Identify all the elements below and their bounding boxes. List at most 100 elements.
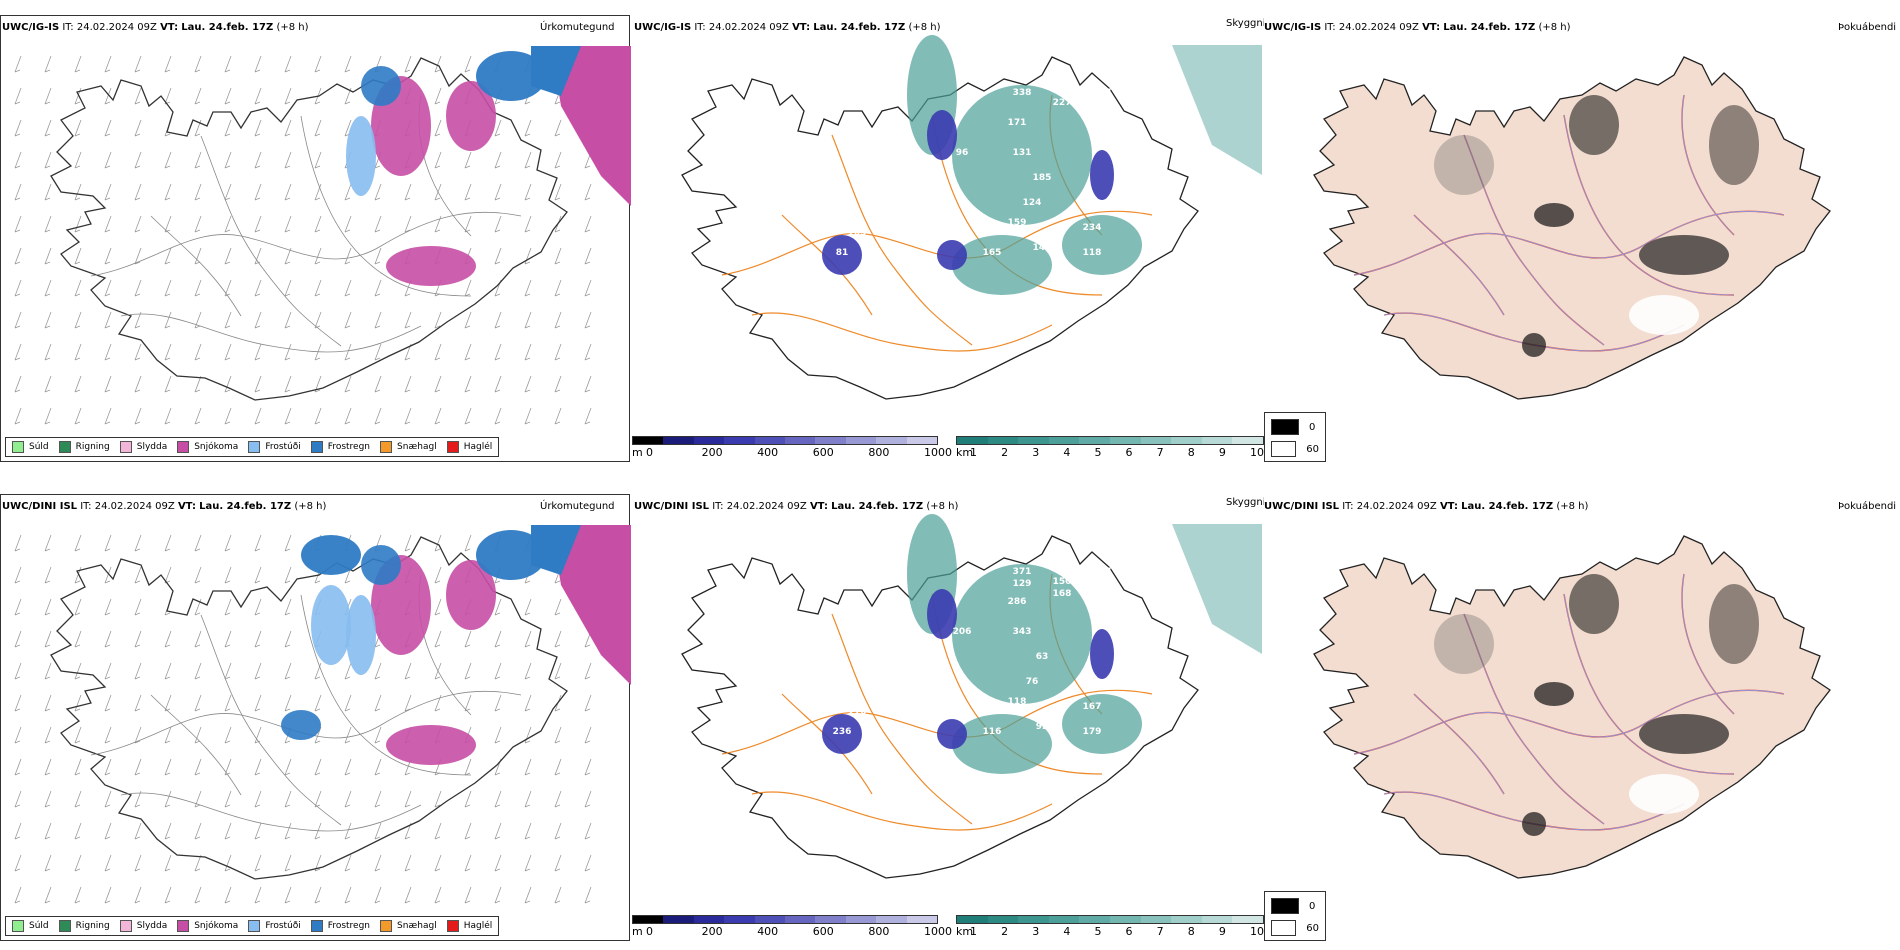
wind-barb [464, 407, 472, 425]
freezing-drizzle-area [346, 116, 376, 196]
legend-label: Rigning [75, 442, 110, 452]
wind-barb [584, 886, 592, 904]
wind-barb [284, 55, 292, 73]
wind-barb [14, 133, 21, 137]
cloud-base-label: 146 [1033, 243, 1052, 253]
wind-barb [464, 357, 471, 361]
low-visibility-area [1062, 694, 1142, 754]
wind-barb [104, 566, 112, 584]
scale-ticks: m 0 200 400 600 800 1000 [632, 924, 952, 938]
wind-barb [164, 566, 172, 584]
wind-barb [434, 836, 441, 840]
wind-barb [524, 357, 531, 361]
wind-barb [314, 165, 321, 169]
wind-barb [14, 676, 21, 680]
wind-barb [104, 215, 112, 233]
panel-header-visibility-bottom: UWC/DINI ISL IT: 24.02.2024 09Z VT: Lau.… [634, 501, 959, 512]
wind-barb [284, 279, 292, 297]
wind-barb [284, 598, 292, 616]
wind-barb [554, 630, 562, 648]
low-cloud-base-area [1090, 629, 1114, 679]
wind-barb [554, 708, 561, 712]
wind-barb [134, 790, 142, 808]
wind-barb [254, 247, 262, 265]
wind-barb [284, 566, 292, 584]
wind-barb [344, 900, 351, 904]
wind-barb [464, 215, 472, 233]
wind-barb [104, 804, 111, 808]
fog-index-area [1434, 135, 1494, 195]
wind-barb [584, 740, 591, 744]
wind-barb [284, 612, 291, 616]
wind-barb [374, 854, 382, 872]
wind-barb [314, 133, 321, 137]
wind-barb [254, 389, 261, 393]
wind-barb [284, 676, 291, 680]
wind-barb [104, 726, 112, 744]
wind-barb [224, 694, 232, 712]
wind-barb [554, 183, 562, 201]
wind-barb [524, 630, 532, 648]
panel-header-fog-top: UWC/IG-IS IT: 24.02.2024 09Z VT: Lau. 24… [1264, 22, 1571, 33]
wind-barb [224, 740, 231, 744]
snow-area [446, 81, 496, 151]
wind-barb [524, 708, 531, 712]
scale-step [1171, 437, 1202, 444]
wind-barb [254, 87, 262, 105]
wind-barb [434, 119, 442, 137]
scale-tick-label: 2 [1001, 446, 1009, 459]
wind-barb [224, 598, 232, 616]
wind-barb [44, 708, 51, 712]
wind-barb [254, 598, 262, 616]
wind-barb [164, 612, 171, 616]
wind-barb [104, 183, 112, 201]
cloud-base-label: 150 [1053, 577, 1072, 587]
wind-barb [44, 740, 51, 744]
wind-barb [554, 676, 561, 680]
wind-barb [134, 836, 141, 840]
wind-barb [464, 644, 471, 648]
legend-swatch [248, 920, 261, 932]
wind-barb [104, 151, 112, 169]
wind-barb [344, 279, 352, 297]
legend-item: Snæhagl [380, 441, 437, 453]
wind-barb [74, 886, 82, 904]
wind-barb [494, 183, 502, 201]
legend-label: Súld [29, 921, 49, 931]
wind-barb [284, 854, 292, 872]
scale-step [785, 437, 816, 444]
wind-barb [584, 343, 592, 361]
wind-barb [314, 215, 322, 233]
wind-barb [104, 407, 112, 425]
wind-barb [464, 886, 472, 904]
wind-barb [254, 676, 261, 680]
wind-barb [494, 101, 501, 105]
wind-barb [374, 772, 381, 776]
legend-item: Frostúði [248, 441, 301, 453]
wind-barb [464, 758, 472, 776]
wind-barb [104, 854, 112, 872]
wind-barb [584, 758, 592, 776]
wind-barb [74, 151, 82, 169]
legend-item: Snæhagl [380, 920, 437, 932]
wind-barb [314, 740, 321, 744]
wind-barb [164, 229, 171, 233]
wind-barb [134, 247, 142, 265]
wind-barb [314, 261, 321, 265]
wind-barb [494, 868, 501, 872]
wind-barb [224, 534, 232, 552]
wind-barb [254, 261, 261, 265]
wind-barb [284, 215, 292, 233]
wind-barb [44, 630, 52, 648]
wind-barb [524, 389, 531, 393]
wind-barb [44, 548, 51, 552]
wind-barb [584, 900, 591, 904]
wind-barb [584, 708, 591, 712]
wind-barb [434, 822, 442, 840]
wind-barb [74, 101, 81, 105]
road-line [150, 694, 242, 796]
wind-barb [44, 247, 52, 265]
wind-barb [224, 325, 231, 329]
snow-offshore-area [551, 46, 631, 206]
wind-barb [224, 868, 231, 872]
